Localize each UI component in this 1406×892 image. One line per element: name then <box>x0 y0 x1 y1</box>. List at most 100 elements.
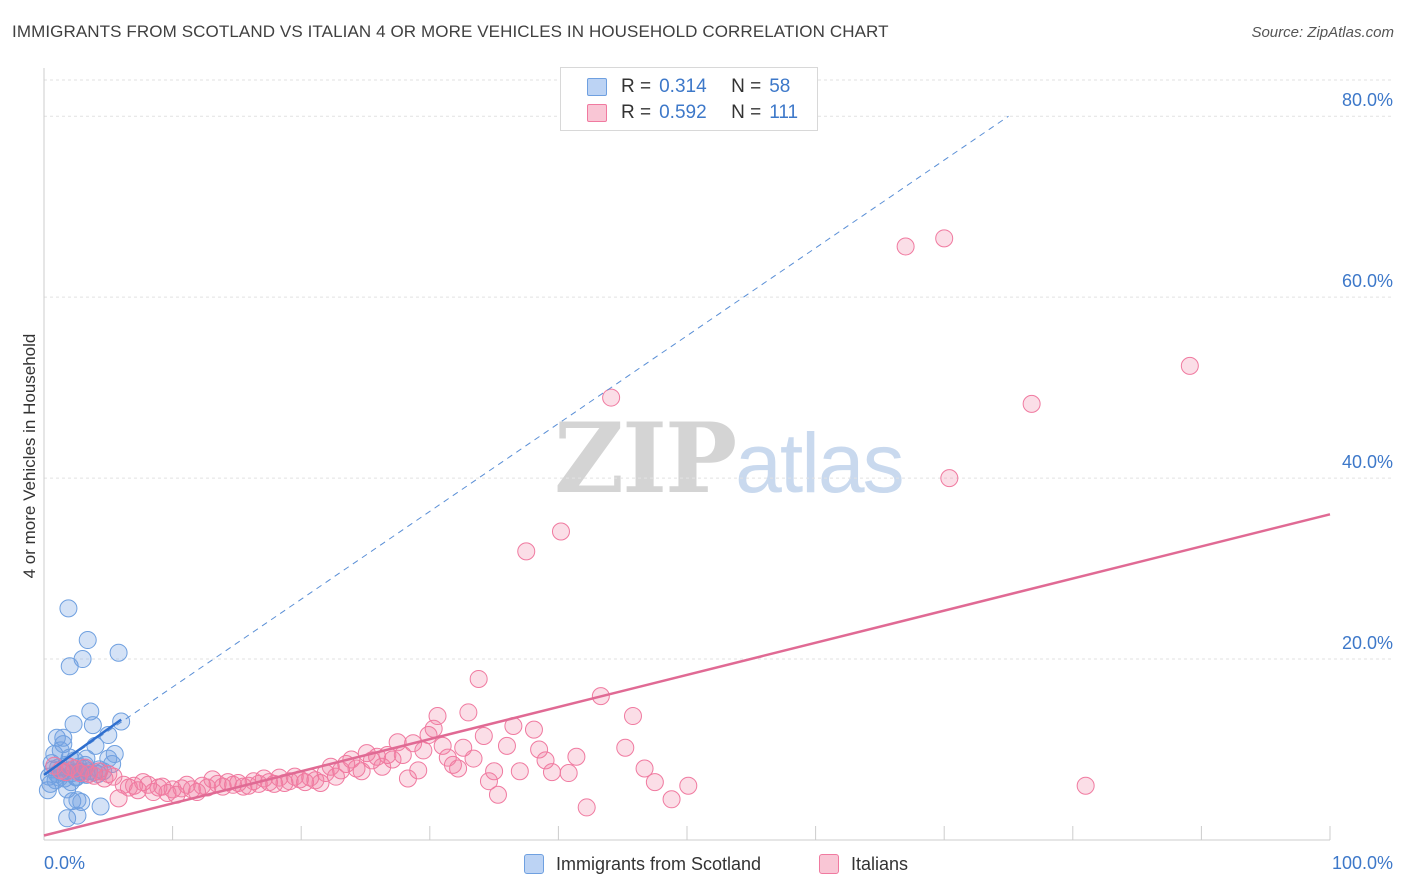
tick-labels: 20.0% 40.0% 60.0% 80.0% 0.0% 100.0% <box>44 90 1393 873</box>
scotland-point <box>68 806 87 825</box>
legend-r-label: R = <box>621 76 652 97</box>
italians-point <box>99 764 118 783</box>
legend-swatch-scotland <box>587 78 607 96</box>
italians-point <box>623 707 642 726</box>
series-swatch-scotland <box>524 854 544 874</box>
scotland-point <box>59 599 78 618</box>
scotland-point <box>63 792 82 811</box>
italians-point <box>542 763 561 782</box>
y-tick-label: 80.0% <box>1342 90 1393 110</box>
series-name-scotland: Immigrants from Scotland <box>556 853 762 874</box>
italians-point <box>1022 394 1041 413</box>
legend-n-value: 58 <box>769 76 791 97</box>
italians-trend-line <box>43 513 1331 837</box>
italians-point <box>559 764 578 783</box>
legend-swatch-italians <box>587 104 607 122</box>
italians-point <box>616 738 635 757</box>
scotland-point <box>81 702 100 721</box>
scotland-point <box>73 650 92 669</box>
italians-point <box>1076 776 1095 795</box>
x-tick-label-max: 100.0% <box>1332 853 1393 873</box>
scotland-point <box>64 715 83 734</box>
italians-point <box>443 755 462 774</box>
italians-point <box>414 741 433 760</box>
italians-point <box>433 736 452 755</box>
scotland-point <box>78 631 97 650</box>
y-tick-label: 40.0% <box>1342 452 1393 472</box>
watermark: ZIPatlas <box>554 402 905 515</box>
italians-point <box>459 703 478 722</box>
scotland-point <box>105 745 124 764</box>
italians-points <box>45 229 1199 817</box>
italians-point <box>71 764 90 783</box>
legend-n-value: 111 <box>769 102 799 123</box>
legend-r-label: R = <box>621 102 652 123</box>
scotland-point <box>72 793 91 811</box>
series-name-italians: Italians <box>851 853 909 874</box>
legend-row-scotland: R = 0.314 N = 58 <box>587 75 790 99</box>
italians-point <box>469 669 488 688</box>
italians-point <box>940 469 959 488</box>
italians-point <box>530 740 549 759</box>
scotland-point <box>112 712 131 731</box>
legend-n-label: N = <box>731 102 762 123</box>
legend-r-value: 0.314 <box>659 76 707 97</box>
series-swatch-italians <box>819 854 839 874</box>
italians-point <box>577 798 596 817</box>
italians-point <box>347 759 366 778</box>
italians-point <box>602 388 621 407</box>
scotland-trend-line <box>43 718 122 776</box>
scotland-point <box>83 716 102 735</box>
italians-point <box>158 783 177 802</box>
italians-point <box>662 790 681 809</box>
chart-title: IMMIGRANTS FROM SCOTLAND VS ITALIAN 4 OR… <box>12 22 889 41</box>
x-tick-label-min: 0.0% <box>44 853 85 873</box>
italians-point <box>488 785 507 804</box>
scotland-point <box>54 728 73 747</box>
legend-row-italians: R = 0.592 N = 111 <box>587 101 798 125</box>
y-tick-label: 20.0% <box>1342 633 1393 653</box>
italians-point <box>449 759 468 778</box>
series-legend-italians[interactable]: Italians <box>819 852 908 876</box>
axes <box>43 68 1331 841</box>
italians-point <box>114 775 133 794</box>
italians-point <box>679 776 698 795</box>
italians-point <box>510 762 529 781</box>
watermark-zip: ZIP <box>554 402 737 515</box>
legend-n-label: N = <box>731 76 762 97</box>
italians-point <box>172 779 191 798</box>
italians-point <box>428 707 447 726</box>
italians-point <box>485 762 504 781</box>
italians-point <box>645 773 664 792</box>
scotland-point <box>109 643 128 662</box>
italians-point <box>311 774 330 792</box>
italians-point <box>524 720 543 739</box>
source-credit: Source: ZipAtlas.com <box>1251 24 1394 41</box>
italians-point <box>497 736 516 755</box>
correlation-legend: R = 0.314 N = 58 R = 0.592 N = 111 <box>560 67 818 131</box>
italians-point <box>479 772 498 791</box>
legend-r-value: 0.592 <box>659 102 707 123</box>
scotland-point <box>91 797 110 816</box>
italians-point <box>551 522 570 541</box>
italians-point <box>373 757 392 776</box>
italians-point <box>474 726 493 745</box>
italians-point <box>464 749 483 768</box>
watermark-atlas: atlas <box>735 416 904 510</box>
italians-point <box>1180 356 1199 375</box>
italians-point <box>536 751 555 770</box>
trend-lines <box>43 115 1331 837</box>
series-legend-scotland[interactable]: Immigrants from Scotland <box>524 852 761 876</box>
scotland-point <box>58 809 77 828</box>
scotland-point <box>41 774 60 793</box>
y-tick-label: 60.0% <box>1342 271 1393 291</box>
italians-point <box>409 761 428 780</box>
scotland-trend-extension <box>43 115 1009 776</box>
italians-point <box>517 542 536 561</box>
italians-point <box>306 771 325 790</box>
italians-point <box>896 237 915 256</box>
italians-point <box>635 759 654 778</box>
italians-point <box>935 229 954 248</box>
italians-point <box>567 747 586 766</box>
